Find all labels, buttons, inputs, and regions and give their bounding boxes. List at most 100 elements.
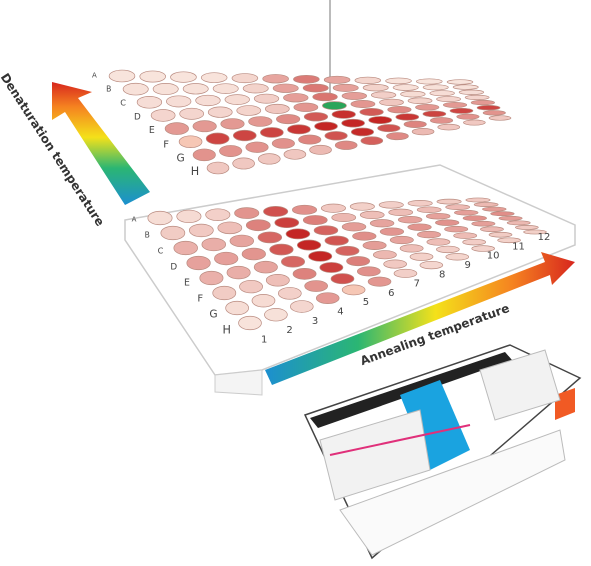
well [212, 83, 239, 94]
well [334, 140, 358, 150]
well [214, 251, 239, 266]
well [471, 220, 496, 227]
row-label: H [222, 323, 230, 336]
well [429, 90, 455, 97]
well [292, 268, 317, 280]
well [293, 74, 320, 84]
well [303, 112, 329, 122]
row-label: F [163, 139, 169, 150]
well [290, 300, 314, 313]
well [232, 157, 255, 170]
well [389, 235, 414, 245]
well [454, 209, 479, 216]
row-label: A [92, 72, 97, 80]
well [217, 221, 243, 235]
well [400, 90, 426, 98]
denaturation-arrow [52, 82, 150, 205]
well [471, 245, 495, 252]
well [264, 103, 290, 114]
well [356, 266, 381, 277]
well [407, 97, 433, 105]
well [349, 202, 375, 211]
well [298, 134, 322, 145]
well [205, 208, 231, 221]
row-label: E [149, 125, 155, 136]
column-label: 1 [261, 335, 267, 346]
well [387, 106, 412, 114]
well [379, 98, 404, 106]
well [341, 91, 367, 100]
well [426, 238, 451, 246]
well [341, 118, 365, 128]
well [379, 227, 405, 236]
well [385, 77, 412, 85]
well [206, 161, 230, 175]
well [201, 237, 226, 252]
well [416, 206, 442, 214]
well [449, 107, 474, 114]
well [407, 223, 432, 231]
well [150, 109, 176, 122]
well [302, 83, 329, 93]
well [482, 110, 506, 116]
column-label: 10 [487, 251, 500, 262]
well [238, 315, 262, 331]
well [186, 255, 211, 271]
well [283, 93, 309, 103]
well [372, 250, 397, 260]
well [292, 204, 318, 215]
column-label: 11 [512, 241, 525, 252]
plate-side [214, 369, 263, 396]
plate-frame [124, 164, 576, 376]
well [411, 127, 435, 136]
well [264, 308, 288, 322]
well [182, 83, 209, 95]
well [422, 84, 449, 91]
well [506, 220, 531, 226]
well [207, 106, 233, 118]
well [195, 94, 221, 107]
row-label: C [158, 246, 164, 256]
well [166, 95, 192, 108]
well [331, 212, 357, 223]
well [296, 239, 322, 251]
well [458, 89, 485, 95]
well [425, 212, 451, 220]
well [212, 285, 237, 301]
well [436, 198, 462, 205]
well [419, 260, 444, 270]
row-label: B [145, 230, 150, 239]
well [470, 99, 495, 106]
well [452, 84, 479, 90]
well [352, 231, 377, 241]
well [173, 240, 198, 256]
well [312, 92, 338, 102]
well [362, 240, 387, 250]
well [430, 117, 454, 124]
column-label: 4 [337, 307, 343, 318]
well [393, 268, 418, 278]
well [359, 108, 384, 116]
well [378, 201, 404, 209]
well [497, 237, 521, 244]
well [274, 217, 300, 229]
well [164, 122, 189, 135]
column-label: 12 [538, 232, 551, 243]
well [362, 84, 389, 92]
column-label: 3 [312, 316, 318, 327]
well [176, 209, 202, 224]
well [220, 118, 245, 130]
well [276, 114, 301, 125]
well [308, 250, 333, 262]
well [231, 73, 259, 84]
well [464, 94, 490, 101]
well [170, 71, 197, 83]
well [304, 280, 328, 292]
well [309, 144, 332, 155]
well [370, 91, 397, 99]
well [463, 119, 486, 126]
well [436, 245, 460, 254]
row-label: H [191, 165, 199, 178]
well [192, 148, 216, 162]
